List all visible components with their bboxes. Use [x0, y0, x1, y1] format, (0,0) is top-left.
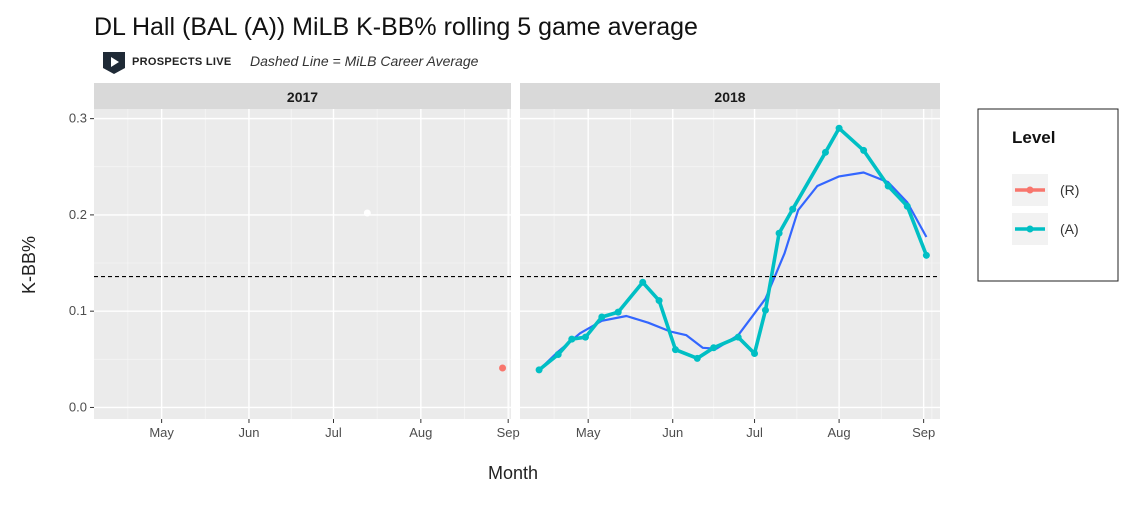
x-tick-label: Aug — [828, 425, 851, 440]
x-tick-label: Jul — [746, 425, 763, 440]
series-line — [537, 126, 929, 372]
y-tick-label: 0.2 — [69, 207, 87, 222]
legend-entry: (R) — [1012, 174, 1079, 206]
x-tick-label: Jun — [238, 425, 259, 440]
data-point — [363, 209, 371, 217]
data-point — [751, 350, 759, 358]
plot-background — [94, 109, 511, 419]
data-point — [614, 308, 622, 316]
data-point — [789, 205, 797, 213]
facet-label: 2017 — [287, 89, 318, 105]
data-point — [581, 333, 589, 341]
legend: Level (R) (A) — [977, 108, 1119, 282]
facet-strip — [520, 83, 940, 109]
data-point — [499, 364, 507, 372]
plot-background — [520, 109, 940, 419]
legend-label: (A) — [1060, 221, 1079, 237]
brand-name: PROSPECTS LIVE — [132, 56, 232, 68]
x-tick-label: Jul — [325, 425, 342, 440]
data-point — [710, 344, 718, 352]
y-axis-title: K-BB% — [19, 236, 39, 294]
y-tick-label: 0.1 — [69, 303, 87, 318]
panel-2018: 2018 May Jun Jul Aug Sep — [520, 83, 940, 440]
chart-title: DL Hall (BAL (A)) MiLB K-BB% rolling 5 g… — [94, 13, 698, 41]
data-point — [554, 350, 562, 358]
facet-label: 2018 — [714, 89, 745, 105]
data-point — [884, 182, 892, 190]
x-tick-label: Aug — [409, 425, 432, 440]
data-point — [598, 313, 606, 321]
legend-title: Level — [1012, 128, 1055, 147]
data-point — [568, 335, 576, 343]
play-icon — [111, 57, 119, 67]
y-tick-label: 0.3 — [69, 111, 87, 126]
chart-subtitle: Dashed Line = MiLB Career Average — [250, 53, 479, 69]
legend-entries: (R) (A) — [1012, 174, 1079, 245]
y-tick-label: 0.0 — [69, 399, 87, 414]
data-point — [761, 306, 769, 314]
x-tick-label: Jun — [662, 425, 683, 440]
data-point — [639, 278, 647, 286]
data-point — [821, 148, 829, 156]
x-tick-label: Sep — [912, 425, 935, 440]
data-point — [655, 297, 663, 305]
data-point — [535, 366, 543, 374]
data-point — [671, 346, 679, 354]
panel-2017: 2017 May Jun Jul Aug Sep 0.0 0.1 0.2 0.3 — [69, 83, 520, 440]
x-tick-label: Sep — [497, 425, 520, 440]
data-point — [693, 354, 701, 362]
legend-key-point — [1026, 225, 1034, 233]
facet-panels: 2017 May Jun Jul Aug Sep 0.0 0.1 0.2 0.3 2018 May Ju… — [69, 83, 940, 440]
facet-strip — [94, 83, 511, 109]
legend-label: (R) — [1060, 182, 1079, 198]
data-point — [734, 333, 742, 341]
brand-logo: PROSPECTS LIVE — [103, 52, 232, 74]
x-tick-label: May — [576, 425, 601, 440]
legend-key-point — [1026, 186, 1034, 194]
data-point — [835, 124, 843, 132]
data-point — [903, 202, 911, 210]
data-point — [922, 251, 930, 259]
legend-entry: (A) — [1012, 213, 1079, 245]
x-tick-label: May — [149, 425, 174, 440]
data-point — [860, 146, 868, 154]
data-point — [775, 229, 783, 237]
x-axis-title: Month — [488, 463, 538, 483]
